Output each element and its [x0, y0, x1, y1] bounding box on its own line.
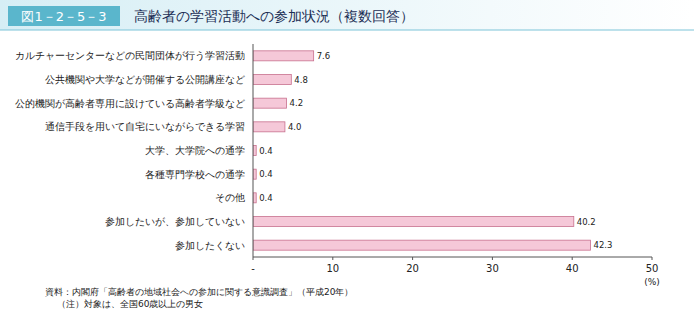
category-label: 参加したくない [175, 240, 245, 251]
bar [253, 75, 291, 85]
x-tick-label: 30 [486, 263, 499, 274]
data-label: 7.6 [317, 51, 331, 61]
bar [253, 240, 591, 250]
data-label: 4.2 [290, 98, 304, 108]
data-label: 0.4 [259, 146, 273, 156]
category-label: その他 [215, 192, 245, 203]
category-label: 公的機関が高齢者専用に設けている高齢者学級など [15, 98, 245, 109]
x-tick [652, 257, 653, 260]
data-label: 0.4 [259, 193, 273, 203]
x-tick-label: 20 [406, 263, 419, 274]
x-tick [572, 257, 573, 260]
note: （注）対象は、全国60歳以上の男女 [57, 299, 203, 309]
x-tick-label: 10 [326, 263, 339, 274]
x-axis-label: (%) [644, 277, 660, 287]
x-tick [253, 257, 254, 260]
category-label: 各種専門学校への通学 [145, 169, 245, 180]
data-label: 42.3 [594, 240, 613, 250]
x-tick-label: 50 [646, 263, 659, 274]
bar [253, 51, 314, 61]
bar [253, 98, 287, 108]
x-tick-label: 40 [566, 263, 579, 274]
header-band [0, 0, 694, 30]
x-tick [492, 257, 493, 260]
category-label: カルチャーセンターなどの民間団体が行う学習活動 [15, 50, 245, 61]
note: 資料：内閣府「高齢者の地域社会への参加に関する意識調査」（平成20年） [45, 287, 353, 297]
title: 高齢者の学習活動への参加状況（複数回答） [134, 8, 414, 24]
bar [253, 122, 285, 132]
data-label: 40.2 [577, 217, 596, 227]
category-label: 参加したいが、参加していない [105, 216, 245, 227]
x-tick-label: - [251, 263, 255, 274]
category-label: 大学、大学院への通学 [145, 145, 245, 156]
x-tick [332, 257, 333, 260]
category-label: 通信手段を用いて自宅にいながらできる学習 [45, 121, 245, 132]
data-label: 4.8 [294, 75, 308, 85]
data-label: 0.4 [259, 169, 273, 179]
figure-number-box [8, 6, 120, 26]
bars [253, 51, 591, 250]
data-label: 4.0 [288, 122, 302, 132]
x-axis [253, 257, 652, 258]
figure-number: 図1－2－5－3 [21, 9, 106, 24]
header-rule [0, 30, 694, 31]
chart: 図1－2－5－3 高齢者の学習活動への参加状況（複数回答） カルチャーセンターなどの… [0, 0, 694, 325]
bar [253, 217, 574, 227]
x-tick [412, 257, 413, 260]
y-axis [253, 44, 254, 257]
category-label: 公共機関や大学などが開催する公開講座など [45, 74, 245, 85]
